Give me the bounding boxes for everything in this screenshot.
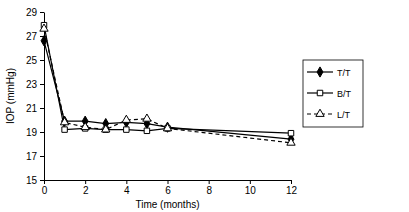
tick-label: 29	[26, 7, 38, 18]
tick-mark	[250, 180, 251, 184]
tick-label: 19	[26, 127, 38, 138]
tick: 12	[286, 180, 298, 196]
y-axis-title: IOP (mmHg)	[5, 68, 16, 124]
tick-label: 27	[26, 31, 38, 42]
legend-label: T/T	[337, 68, 351, 78]
marker	[40, 24, 48, 31]
marker	[144, 128, 149, 133]
tick: 21	[26, 103, 44, 114]
tick-label: 4	[124, 185, 130, 196]
legend-label: L/T	[337, 110, 351, 120]
tick-mark	[40, 156, 44, 157]
series-line	[44, 41, 291, 139]
tick-mark	[291, 180, 292, 184]
tick-label: 0	[42, 185, 48, 196]
tick-mark	[40, 132, 44, 133]
marker	[163, 124, 171, 131]
legend-marker	[317, 67, 323, 77]
tick: 23	[26, 79, 44, 90]
plot: 0 2 4 6 8 10 12 15 17 19 21 23 25 27 29 Time (months) IO…	[5, 7, 297, 210]
legend-label: B/T	[337, 89, 352, 99]
marker	[124, 127, 129, 132]
tick-mark	[40, 108, 44, 109]
tick-mark	[85, 180, 86, 184]
tick-mark	[40, 180, 44, 181]
tick-label: 25	[26, 55, 38, 66]
legend-box	[303, 60, 363, 127]
tick: 8	[206, 180, 212, 196]
y-axis: 15 17 19 21 23 25 27 29	[26, 7, 45, 186]
tick-mark	[40, 84, 44, 85]
data-layer	[40, 22, 295, 145]
tick-label: 17	[26, 151, 38, 162]
marker	[102, 125, 110, 132]
marker	[288, 130, 293, 135]
tick-label: 2	[83, 185, 89, 196]
tick: 17	[26, 151, 44, 162]
tick-label: 6	[165, 185, 171, 196]
marker	[287, 138, 295, 145]
tick-label: 15	[26, 175, 38, 186]
tick-mark	[126, 180, 127, 184]
tick-label: 10	[245, 185, 257, 196]
tick-mark	[40, 12, 44, 13]
tick: 4	[124, 180, 130, 196]
tick: 15	[26, 175, 44, 186]
tick-mark	[168, 180, 169, 184]
tick: 25	[26, 55, 44, 66]
chart: 0 2 4 6 8 10 12 15 17 19 21 23 25 27 29 Time (months) IO…	[0, 0, 409, 212]
legend-marker	[316, 109, 324, 116]
marker	[62, 127, 67, 132]
tick: 19	[26, 127, 44, 138]
tick-mark	[40, 60, 44, 61]
series-line	[44, 29, 291, 143]
tick: 29	[26, 7, 44, 18]
legend: T/T B/T L/T	[303, 60, 363, 127]
marker	[81, 122, 89, 129]
x-axis: 0 2 4 6 8 10 12	[42, 180, 298, 196]
marker	[60, 118, 68, 125]
tick: 2	[83, 180, 89, 196]
tick-mark	[209, 180, 210, 184]
tick-label: 12	[286, 185, 298, 196]
legend-marker	[317, 90, 322, 95]
tick: 10	[245, 180, 257, 196]
tick-mark	[44, 180, 45, 184]
tick-label: 8	[206, 185, 212, 196]
tick: 0	[42, 180, 48, 196]
marker	[122, 115, 130, 122]
series-line	[44, 25, 291, 133]
tick-label: 21	[26, 103, 38, 114]
x-axis-title: Time (months)	[135, 199, 199, 210]
tick: 6	[165, 180, 171, 196]
tick-label: 23	[26, 79, 38, 90]
marker	[143, 114, 151, 121]
